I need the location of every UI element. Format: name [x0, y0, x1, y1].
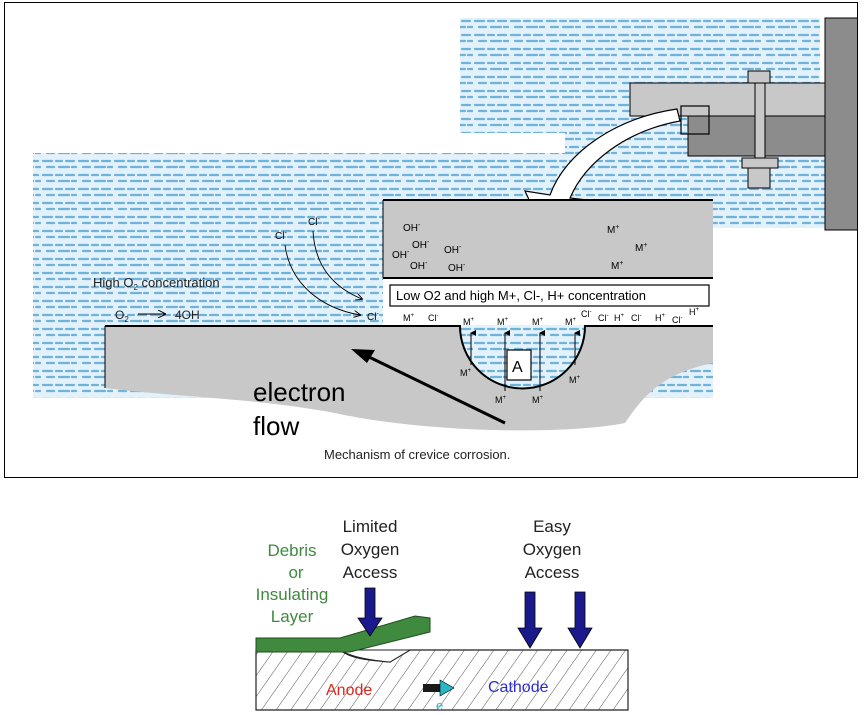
- high-o2-label: High O2 concentration: [93, 275, 220, 292]
- svg-text:4OH: 4OH: [175, 308, 200, 322]
- svg-text:M+: M+: [565, 317, 577, 327]
- hydroxide-ions: OH- OH- OH- OH- OH- OH-: [392, 222, 466, 274]
- svg-text:H+: H+: [655, 313, 666, 323]
- svg-text:M+: M+: [460, 368, 472, 378]
- svg-text:Easy: Easy: [533, 517, 571, 536]
- electron-arrow: [423, 679, 455, 697]
- cathode-label: Cathode: [488, 679, 549, 696]
- svg-text:M+: M+: [569, 375, 581, 385]
- svg-text:or: or: [288, 563, 303, 582]
- easy-oxygen-label: Easy Oxygen Access: [523, 517, 582, 582]
- crevice-ions: M+ Cl- M+ M+ M+ M+ Cl- Cl- H+ Cl- H+ Cl-…: [403, 307, 700, 327]
- svg-text:OH-: OH-: [444, 244, 462, 256]
- electron-label: e: [436, 698, 443, 713]
- svg-text:M+: M+: [497, 317, 509, 327]
- debris-label: Debris or Insulating Layer: [256, 541, 329, 626]
- crevice-corrosion-diagram: OH- OH- OH- OH- OH- OH- M+ M+ M+ Low O2 …: [33, 17, 857, 462]
- crevice-corrosion-figure: OH- OH- OH- OH- OH- OH- M+ M+ M+ Low O2 …: [4, 2, 858, 478]
- svg-text:M+: M+: [532, 395, 544, 405]
- svg-text:Cl-: Cl-: [672, 315, 683, 325]
- svg-text:Limited: Limited: [343, 517, 398, 536]
- svg-text:Cl-: Cl-: [308, 216, 320, 228]
- svg-text:OH-: OH-: [448, 262, 466, 274]
- svg-text:flow: flow: [253, 411, 299, 441]
- svg-text:Access: Access: [525, 563, 580, 582]
- pit-metal-ions: M+ M+ M+ M+: [460, 330, 581, 405]
- svg-text:Access: Access: [343, 563, 398, 582]
- metal-ions-upper: M+ M+ M+: [607, 224, 647, 272]
- figure1-caption: Mechanism of crevice corrosion.: [324, 447, 510, 462]
- svg-text:OH-: OH-: [412, 239, 430, 251]
- svg-text:M+: M+: [495, 395, 507, 405]
- svg-text:M+: M+: [532, 317, 544, 327]
- crevice-schematic-diagram: Debris or Insulating Layer Limited Oxyge…: [255, 517, 629, 713]
- svg-text:Oxygen: Oxygen: [341, 540, 400, 559]
- zoom-region-box: [680, 105, 710, 135]
- lower-metal-substrate: [105, 326, 713, 431]
- svg-text:H+: H+: [614, 313, 625, 323]
- svg-text:M+: M+: [403, 313, 415, 323]
- oxygen-arrows: [357, 587, 593, 649]
- svg-text:M+: M+: [635, 242, 647, 254]
- crevice-schematic-figure: Debris or Insulating Layer Limited Oxyge…: [240, 510, 630, 715]
- svg-text:Cl-: Cl-: [275, 230, 287, 242]
- chloride-migration: Cl- Cl- Cl-: [275, 216, 379, 323]
- anode-box: [506, 349, 532, 381]
- svg-text:Layer: Layer: [271, 607, 314, 626]
- svg-text:Cl-: Cl-: [367, 311, 379, 323]
- limited-oxygen-label: Limited Oxygen Access: [341, 517, 400, 582]
- svg-text:OH-: OH-: [403, 222, 421, 234]
- svg-text:Cl-: Cl-: [428, 313, 439, 323]
- svg-text:M+: M+: [611, 260, 623, 272]
- svg-text:M+: M+: [607, 224, 619, 236]
- crevice-label-box: [389, 284, 710, 307]
- debris-layer: [255, 615, 431, 653]
- upper-metal-plate: [383, 200, 713, 278]
- svg-text:A: A: [512, 359, 523, 376]
- svg-text:Cl-: Cl-: [598, 313, 609, 323]
- electron-flow-label: electron: [253, 377, 346, 407]
- svg-text:OH-: OH-: [392, 249, 410, 261]
- svg-text:Debris: Debris: [267, 541, 316, 560]
- svg-text:Cl-: Cl-: [581, 309, 592, 319]
- svg-text:Insulating: Insulating: [256, 585, 329, 604]
- svg-text:Oxygen: Oxygen: [523, 540, 582, 559]
- svg-text:M+: M+: [463, 317, 475, 327]
- svg-text:OH-: OH-: [410, 260, 428, 272]
- anode-label: Anode: [326, 682, 372, 699]
- crevice-label: Low O2 and high M+, Cl-, H+ concentratio…: [396, 288, 646, 303]
- svg-text:Cl-: Cl-: [631, 313, 642, 323]
- svg-text:O2: O2: [115, 308, 129, 324]
- svg-text:H+: H+: [689, 307, 700, 317]
- bolted-joint: [629, 17, 857, 231]
- cathodic-reaction: O2 4OH: [115, 308, 200, 324]
